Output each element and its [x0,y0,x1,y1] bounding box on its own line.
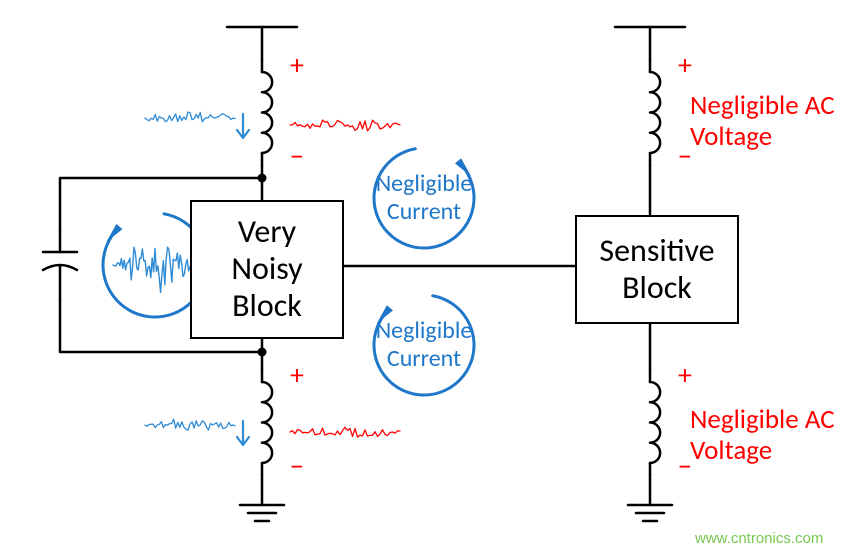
svg-text:−: − [290,449,304,484]
negligible-ac-voltage-upper-label: Negligible AC Voltage [690,90,835,152]
negligible-current-upper-label: Negligible Current [364,170,484,225]
negligible-ac-voltage-lower-label: Negligible AC Voltage [690,404,835,466]
sensitive-block-label: Sensitive Block [599,233,714,307]
very-noisy-block: Very Noisy Block [190,200,344,339]
svg-text:+: + [290,358,304,393]
svg-text:−: − [290,139,304,174]
svg-text:+: + [678,358,692,393]
negligible-current-lower-label: Negligible Current [364,317,484,372]
very-noisy-block-label: Very Noisy Block [231,214,302,324]
svg-text:+: + [678,48,692,83]
sensitive-block: Sensitive Block [575,215,739,324]
svg-text:+: + [290,48,304,83]
watermark-text: www.cntronics.com [695,530,823,547]
